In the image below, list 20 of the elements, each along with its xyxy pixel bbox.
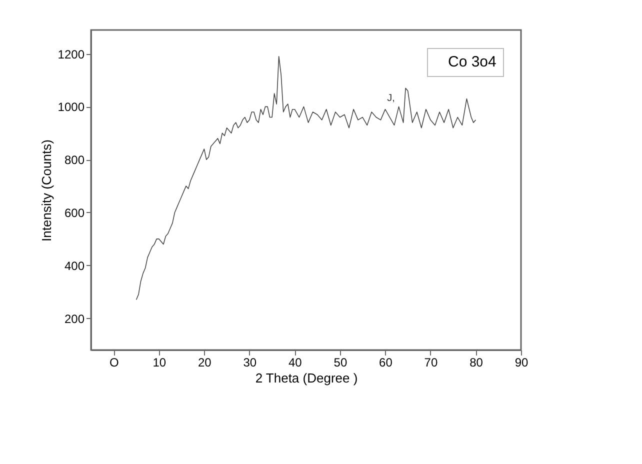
x-axis-title: 2 Theta (Degree )	[255, 370, 358, 386]
x-tick-label: 60	[379, 356, 393, 370]
y-tick-label: 800	[64, 153, 85, 168]
y-tick-label: 200	[64, 312, 85, 326]
x-tick-label: 70	[424, 356, 438, 370]
annotation: J,	[387, 93, 395, 104]
x-tick-label: 30	[243, 356, 257, 370]
x-tick-label: 40	[288, 356, 302, 370]
text: Co 3o4	[448, 54, 496, 70]
y-tick-label: 1000	[58, 100, 85, 114]
y-axis-title: Intensity (Counts)	[38, 140, 54, 242]
x-tick-label: 10	[152, 356, 166, 370]
x-tick-label: 90	[514, 356, 528, 370]
y-tick-label: 1200	[58, 47, 85, 62]
x-tick-label: 20	[198, 356, 212, 370]
y-tick-label: 400	[64, 258, 85, 273]
x-tick-label: O	[109, 356, 119, 370]
x-tick-label: 50	[334, 356, 348, 370]
y-tick-label: 600	[64, 206, 85, 220]
x-tick-label: 80	[470, 356, 484, 370]
